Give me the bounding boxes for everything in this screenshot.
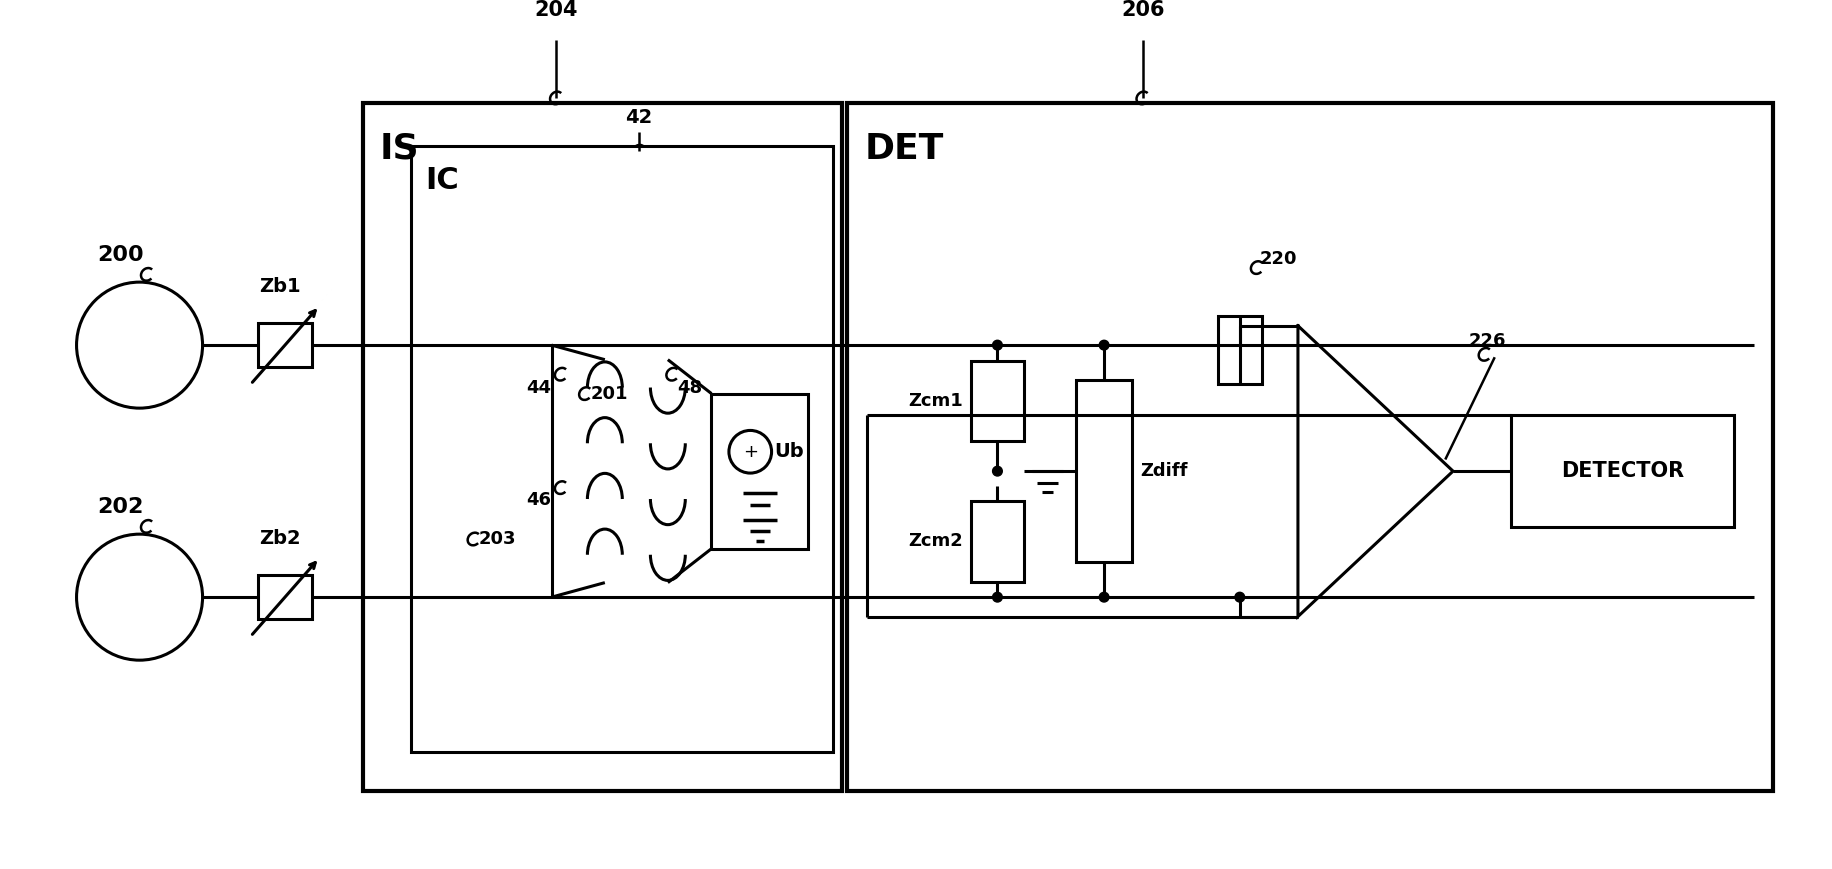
Circle shape (993, 341, 1002, 350)
Bar (410, 146, 832, 753)
Text: 44: 44 (526, 379, 551, 397)
Text: 46: 46 (526, 490, 551, 508)
Bar (971, 501, 1024, 581)
Circle shape (993, 467, 1002, 476)
Bar (971, 361, 1024, 441)
Text: 226: 226 (1467, 333, 1504, 350)
Text: +: + (742, 443, 757, 461)
Text: 204: 204 (535, 0, 577, 20)
Text: 202: 202 (97, 497, 143, 517)
Text: Zdiff: Zdiff (1140, 462, 1187, 481)
Text: Zcm2: Zcm2 (909, 533, 962, 550)
Bar (1075, 381, 1132, 562)
Text: 203: 203 (478, 530, 517, 548)
Bar (363, 103, 843, 791)
Text: Zb1: Zb1 (258, 277, 300, 296)
Bar (1510, 415, 1733, 527)
Text: 220: 220 (1259, 249, 1295, 268)
Text: 201: 201 (590, 385, 628, 402)
Circle shape (1235, 341, 1244, 350)
Bar (258, 323, 311, 367)
Bar (846, 103, 1772, 791)
Bar (1216, 316, 1260, 384)
Text: 48: 48 (678, 379, 702, 397)
Bar (258, 575, 311, 619)
Circle shape (993, 593, 1002, 602)
Text: Zb2: Zb2 (258, 529, 300, 548)
Text: DETECTOR: DETECTOR (1561, 461, 1684, 481)
Text: IS: IS (379, 132, 420, 166)
Text: Zcm1: Zcm1 (909, 392, 962, 410)
Text: 200: 200 (97, 245, 143, 265)
Text: 42: 42 (625, 108, 652, 127)
Text: 206: 206 (1121, 0, 1163, 20)
Text: DET: DET (865, 132, 943, 166)
Text: IC: IC (425, 166, 460, 195)
Circle shape (1235, 593, 1244, 602)
Bar (711, 394, 808, 548)
Text: Ub: Ub (775, 442, 804, 461)
Circle shape (1099, 593, 1108, 602)
Circle shape (1099, 341, 1108, 350)
